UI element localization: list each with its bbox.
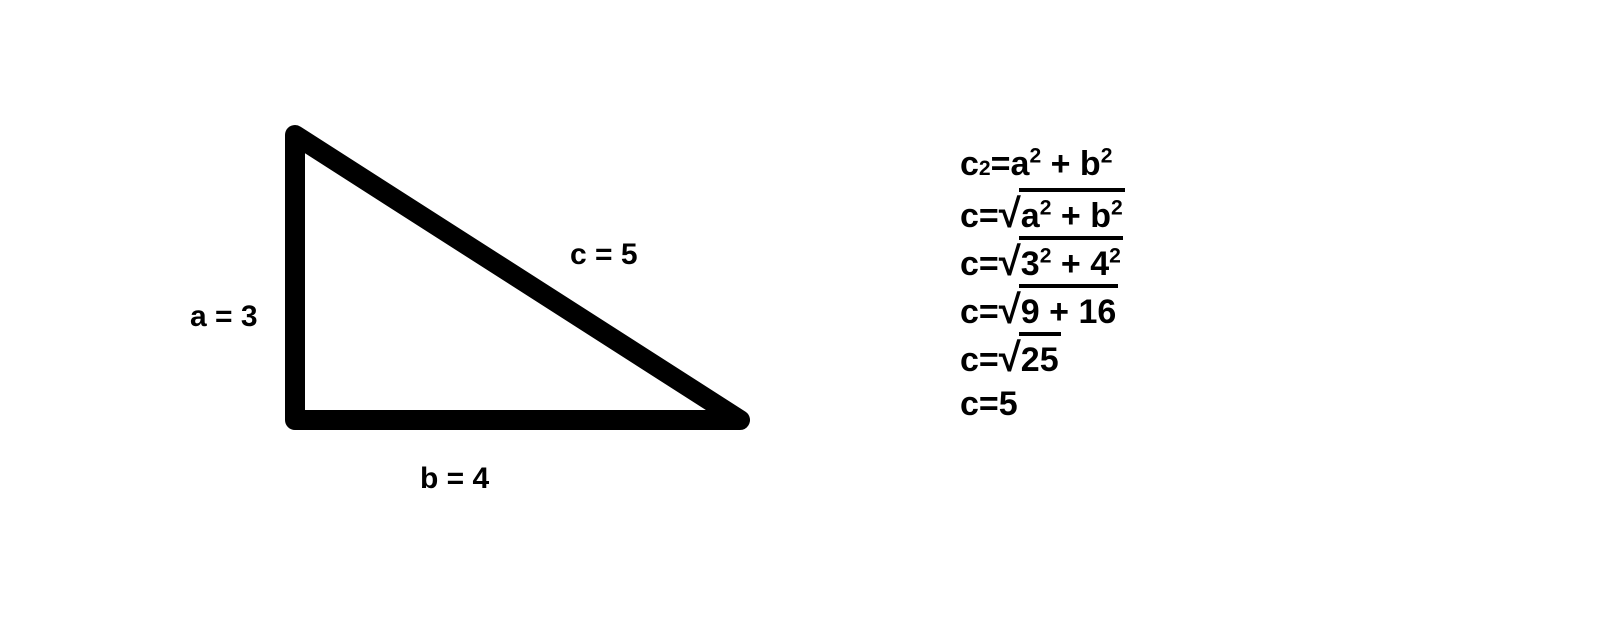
radical-icon: √ [999, 238, 1021, 286]
diagram-root: a = 3 b = 4 c = 5 c2 = a2 + b2c = √a2 + … [0, 0, 1600, 632]
label-a: a = 3 [190, 300, 258, 334]
radical-icon: √ [999, 334, 1021, 382]
sqrt: √32 + 42 [999, 236, 1123, 288]
equation-rhs: a2 + b2 [1011, 140, 1113, 188]
label-b: b = 4 [420, 462, 489, 496]
equation-line-2: c = √32 + 42 [960, 236, 1125, 284]
equation-lhs: c [960, 192, 979, 240]
equation-lhs: c [960, 336, 979, 384]
label-b-text: b = 4 [420, 462, 489, 495]
equals-sign: = [979, 288, 999, 336]
radicand: a2 + b2 [1019, 188, 1125, 240]
equation-lhs: c [960, 240, 979, 288]
radicand: 9 + 16 [1019, 284, 1118, 336]
equation-rhs: 5 [999, 380, 1018, 428]
label-a-text: a = 3 [190, 300, 258, 333]
equation-lhs: c [960, 288, 979, 336]
radicand: 25 [1019, 332, 1061, 384]
equation-line-4: c = √25 [960, 332, 1125, 380]
right-triangle [295, 135, 740, 420]
equation-line-1: c = √a2 + b2 [960, 188, 1125, 236]
equation-line-0: c2 = a2 + b2 [960, 140, 1125, 188]
radical-icon: √ [999, 286, 1021, 334]
equation-lhs: c [960, 380, 979, 428]
equation-line-5: c = 5 [960, 380, 1125, 428]
equals-sign: = [979, 380, 999, 428]
sqrt: √25 [999, 332, 1061, 384]
sqrt: √a2 + b2 [999, 188, 1125, 240]
equation-line-3: c = √9 + 16 [960, 284, 1125, 332]
equals-sign: = [979, 240, 999, 288]
equation-lhs: c [960, 140, 979, 188]
equals-sign: = [979, 336, 999, 384]
equals-sign: = [991, 140, 1011, 188]
sqrt: √9 + 16 [999, 284, 1119, 336]
radical-icon: √ [999, 190, 1021, 238]
radicand: 32 + 42 [1019, 236, 1123, 288]
label-c-text: c = 5 [570, 238, 638, 271]
equals-sign: = [979, 192, 999, 240]
label-c: c = 5 [570, 238, 638, 272]
equations-block: c2 = a2 + b2c = √a2 + b2c = √32 + 42c = … [960, 140, 1125, 428]
